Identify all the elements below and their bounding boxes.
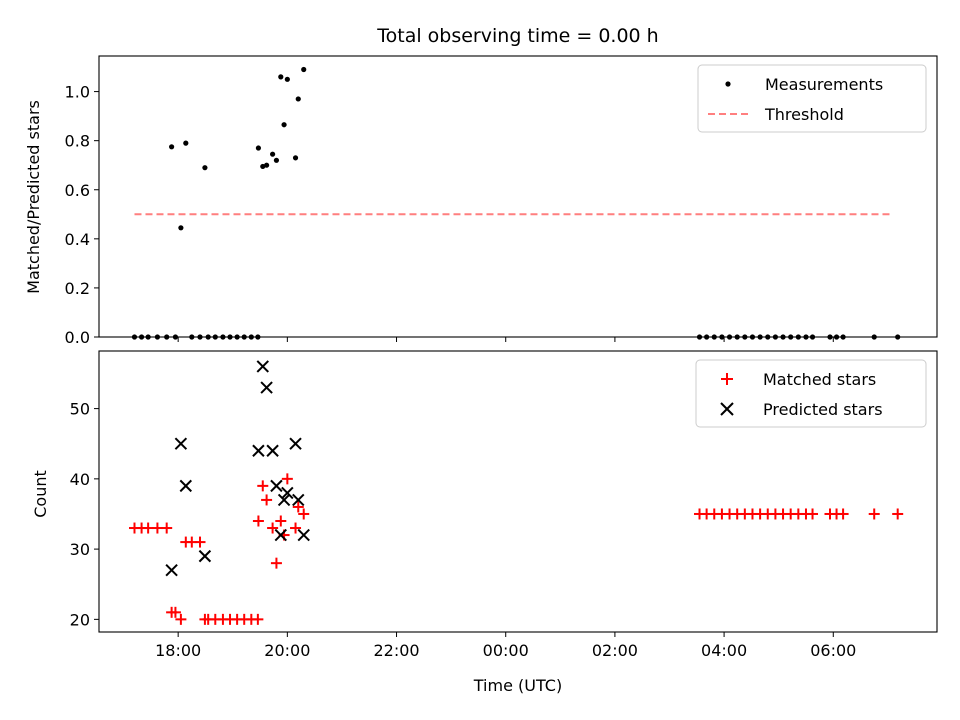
matched-star-marker — [151, 522, 163, 534]
predicted-star-marker — [266, 444, 279, 457]
predicted-star-marker — [165, 563, 178, 577]
top-panel: 0.0 0.2 0.4 0.6 0.8 1.0 Matched/Predicted sta… — [24, 55, 938, 347]
top-y-tick-label: 0.0 — [65, 328, 90, 347]
measurement-point — [284, 76, 290, 82]
measurement-point — [169, 144, 175, 150]
bottom-legend-box — [695, 359, 927, 428]
predicted-star-marker — [174, 437, 188, 450]
predicted-star-marker — [198, 549, 212, 563]
legend-predicted-label: Predicted stars — [763, 400, 883, 419]
predicted-star-marker — [297, 528, 310, 542]
bottom-y-tick-label: 50 — [70, 400, 90, 419]
matched-star-marker — [292, 501, 304, 513]
measurement-point — [255, 145, 262, 151]
matched-star-marker — [837, 508, 849, 520]
bottom-y-axis-label: Count — [31, 470, 50, 518]
matched-star-marker — [257, 480, 269, 492]
predicted-star-marker — [281, 486, 294, 500]
bottom-y-axis: 20 30 40 50 — [70, 400, 99, 629]
matched-star-marker — [275, 515, 287, 527]
top-y-tick-label: 0.2 — [65, 279, 90, 298]
predicted-star-marker — [179, 479, 193, 493]
predicted-star-marker — [256, 360, 269, 373]
matched-star-marker — [142, 522, 154, 534]
measurement-point — [183, 140, 189, 146]
legend-matched-label: Matched stars — [763, 370, 876, 389]
top-y-tick-label: 0.4 — [65, 230, 90, 249]
matched-star-marker — [281, 473, 293, 485]
measurement-point — [295, 96, 301, 102]
top-y-axis: 0.0 0.2 0.4 0.6 0.8 1.0 — [65, 83, 99, 347]
top-legend: Measurements Threshold — [697, 64, 927, 133]
measurement-point — [264, 162, 270, 168]
predicted-star-marker — [260, 381, 273, 394]
top-axes-frame — [98, 55, 938, 338]
measurement-point — [202, 165, 208, 171]
top-y-tick-label: 1.0 — [65, 83, 90, 102]
bottom-x-tick-label: 04:00 — [701, 641, 747, 660]
measurement-point — [278, 74, 284, 80]
measurement-point — [292, 155, 299, 161]
top-legend-box — [697, 64, 927, 133]
matched-star-marker — [252, 515, 264, 527]
bottom-x-tick-label: 00:00 — [483, 641, 529, 660]
matched-star-marker — [267, 522, 279, 534]
bottom-y-tick-label: 30 — [70, 540, 90, 559]
bottom-x-tick-label: 06:00 — [810, 641, 856, 660]
bottom-legend: Matched stars Predicted stars — [695, 359, 927, 428]
predicted-star-marker — [274, 528, 288, 542]
predicted-star-marker — [289, 437, 302, 450]
predicted-star-marker — [292, 493, 305, 507]
bottom-y-tick-label: 40 — [70, 470, 90, 489]
predicted-star-marker — [277, 493, 291, 507]
bottom-x-axis: 18:00 20:00 22:00 00:00 02:00 04:00 06:00 — [155, 632, 856, 660]
measurement-point — [178, 225, 184, 231]
bottom-panel: 20 30 40 50 18:00 20:00 22:00 00:00 02:00 04:00 0… — [31, 350, 938, 695]
matched-star-marker — [892, 508, 904, 520]
matched-star-marker — [175, 613, 187, 625]
legend-matched-swatch — [721, 373, 733, 385]
matched-star-marker — [290, 522, 302, 534]
legend-measurements-swatch — [725, 81, 731, 87]
top-y-tick-label: 0.8 — [65, 132, 90, 151]
bottom-axes-frame — [98, 350, 938, 633]
matched-star-marker — [194, 536, 206, 548]
matched-star-marker — [169, 606, 181, 618]
predicted-star-marker — [270, 479, 283, 493]
bottom-x-tick-label: 20:00 — [264, 641, 310, 660]
measurement-point — [281, 122, 287, 128]
bottom-x-tick-label: 22:00 — [373, 641, 419, 660]
matched-star-marker — [807, 508, 819, 520]
bottom-x-tick-label: 18:00 — [155, 641, 201, 660]
matched-star-marker — [252, 613, 264, 625]
measurement-point — [273, 157, 280, 163]
matched-star-marker — [868, 508, 880, 520]
legend-predicted-swatch — [720, 402, 734, 416]
predicted-star-marker — [252, 444, 265, 457]
bottom-x-axis-label: Time (UTC) — [473, 676, 562, 695]
matched-star-marker — [261, 494, 273, 506]
matched-star-marker — [298, 508, 310, 520]
measurement-point — [301, 66, 307, 73]
bottom-x-tick-label: 02:00 — [592, 641, 638, 660]
bottom-y-tick-label: 20 — [70, 610, 90, 629]
top-x-axis — [177, 337, 834, 342]
measurement-point — [270, 151, 276, 157]
matched-star-marker — [270, 557, 282, 569]
top-y-axis-label: Matched/Predicted stars — [24, 100, 43, 294]
top-y-tick-label: 0.6 — [65, 181, 90, 200]
legend-measurements-label: Measurements — [765, 75, 883, 94]
matched-star-marker — [161, 522, 173, 534]
bottom-plot-marks — [128, 360, 904, 625]
figure-title: Total observing time = 0.00 h — [376, 25, 658, 47]
legend-threshold-label: Threshold — [764, 105, 844, 124]
